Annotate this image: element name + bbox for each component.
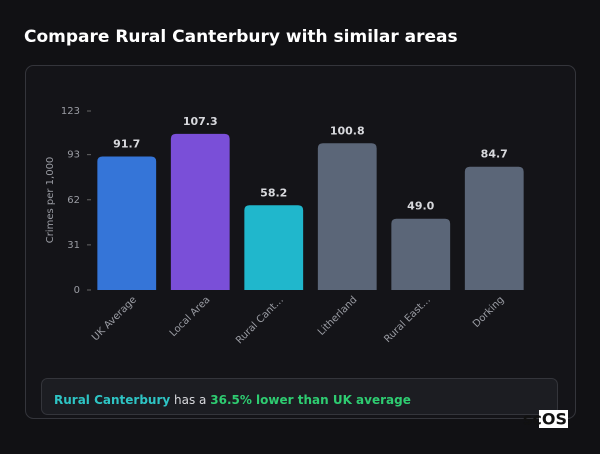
y-tick-label: 0 [74, 285, 80, 296]
summary-comparison: 36.5% lower than UK average [210, 393, 411, 407]
bar [464, 166, 524, 290]
y-tick-label: 31 [67, 240, 80, 251]
logo-box [539, 410, 568, 428]
value-label: 91.7 [113, 138, 140, 151]
chart-title: Compare Rural Canterbury with similar ar… [24, 27, 458, 47]
logo: scOS [523, 410, 567, 429]
value-label: 107.3 [183, 115, 218, 128]
y-tick-label: 62 [67, 195, 80, 206]
bar [244, 205, 304, 290]
summary-area: Rural Canterbury [54, 393, 170, 407]
value-label: 100.8 [330, 124, 365, 137]
bar [317, 143, 377, 290]
y-tick-label: 93 [67, 150, 80, 161]
value-label: 84.7 [481, 148, 508, 161]
y-tick-label: 123 [61, 106, 80, 117]
summary: Rural Canterbury has a 36.5% lower than … [54, 393, 411, 407]
bar [170, 133, 230, 290]
summary-text: has a [174, 393, 206, 407]
value-label: 49.0 [407, 200, 434, 213]
summary-box [41, 378, 558, 415]
value-label: 58.2 [260, 186, 287, 199]
bar [97, 156, 157, 290]
bar [391, 218, 451, 290]
y-axis-label: Crimes per 1,000 [45, 157, 56, 244]
